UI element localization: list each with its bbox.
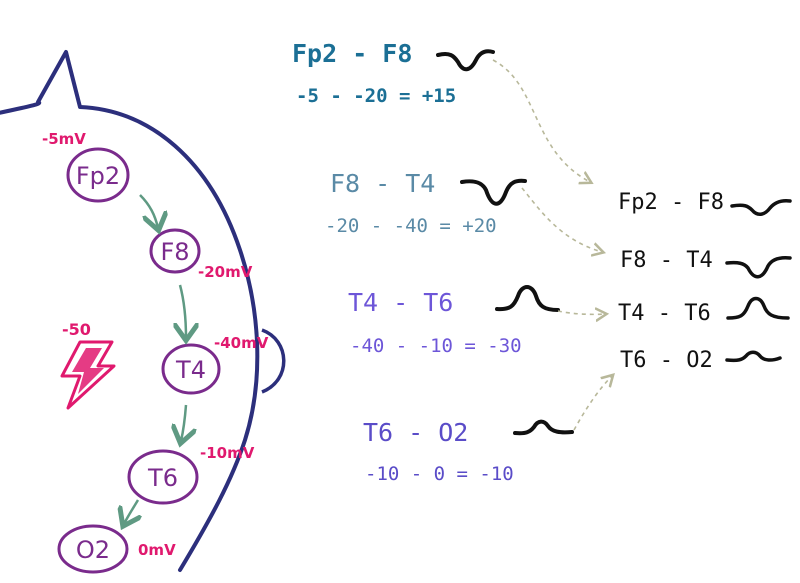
connector-arrow-2 xyxy=(521,187,602,252)
montage-2-waveform xyxy=(725,256,792,279)
lightning-bolt-icon xyxy=(60,340,116,410)
electrode-fp2-label: Fp2 xyxy=(76,162,120,190)
derivation-1-title: Fp2 - F8 xyxy=(292,39,412,68)
montage-4-waveform xyxy=(725,350,782,363)
derivation-2-waveform xyxy=(460,178,527,206)
montage-1-label: Fp2 - F8 xyxy=(618,190,724,215)
chain-arrow-fp2-f8 xyxy=(139,194,158,228)
electrode-t4-circle xyxy=(161,343,221,395)
derivation-3-calc: -40 - -10 = -30 xyxy=(350,335,522,357)
derivation-4-calc: -10 - 0 = -10 xyxy=(365,463,514,485)
chain-arrow-f8-t4 xyxy=(180,284,186,338)
electrode-o2-circle xyxy=(57,524,129,574)
electrode-t6-label: T6 xyxy=(147,464,178,492)
electrode-f8-circle xyxy=(149,228,201,274)
electrode-o2-voltage: 0mV xyxy=(138,541,176,559)
derivation-3-waveform xyxy=(495,285,560,312)
electrode-t4-label: T4 xyxy=(175,356,206,384)
lightning-bolt-fill-icon xyxy=(72,348,104,394)
chain-arrow-t4-t6 xyxy=(181,404,186,441)
electrode-t4-voltage: -40mV xyxy=(214,334,269,352)
derivation-4-title: T6 - O2 xyxy=(363,418,468,447)
derivation-1-calc: -5 - -20 = +15 xyxy=(296,85,456,107)
electrode-t6-voltage: -10mV xyxy=(200,444,255,462)
montage-3-label: T4 - T6 xyxy=(618,301,711,326)
connector-arrow-1 xyxy=(492,59,590,182)
connector-arrow-3 xyxy=(557,311,605,314)
connector-arrow-4 xyxy=(573,376,612,431)
source-value: -50 xyxy=(62,320,91,339)
montage-1-waveform xyxy=(730,199,792,216)
electrode-o2-label: O2 xyxy=(76,536,110,564)
derivation-3-title: T4 - T6 xyxy=(348,288,453,317)
electrode-t6-circle xyxy=(127,449,199,505)
derivation-2-calc: -20 - -40 = +20 xyxy=(325,215,497,237)
montage-4-label: T6 - O2 xyxy=(620,348,713,373)
electrode-f8-voltage: -20mV xyxy=(198,263,253,281)
derivation-1-waveform xyxy=(436,49,495,72)
electrode-fp2-voltage: -5mV xyxy=(42,130,86,148)
chain-arrow-t6-o2 xyxy=(124,499,138,524)
montage-3-waveform xyxy=(726,296,790,320)
head-outline xyxy=(0,50,260,572)
electrode-fp2-circle xyxy=(66,147,130,203)
montage-2-label: F8 - T4 xyxy=(620,248,713,273)
derivation-2-title: F8 - T4 xyxy=(330,169,435,198)
derivation-4-waveform xyxy=(513,419,574,436)
ear-outline xyxy=(261,328,286,394)
electrode-f8-label: F8 xyxy=(160,238,189,266)
